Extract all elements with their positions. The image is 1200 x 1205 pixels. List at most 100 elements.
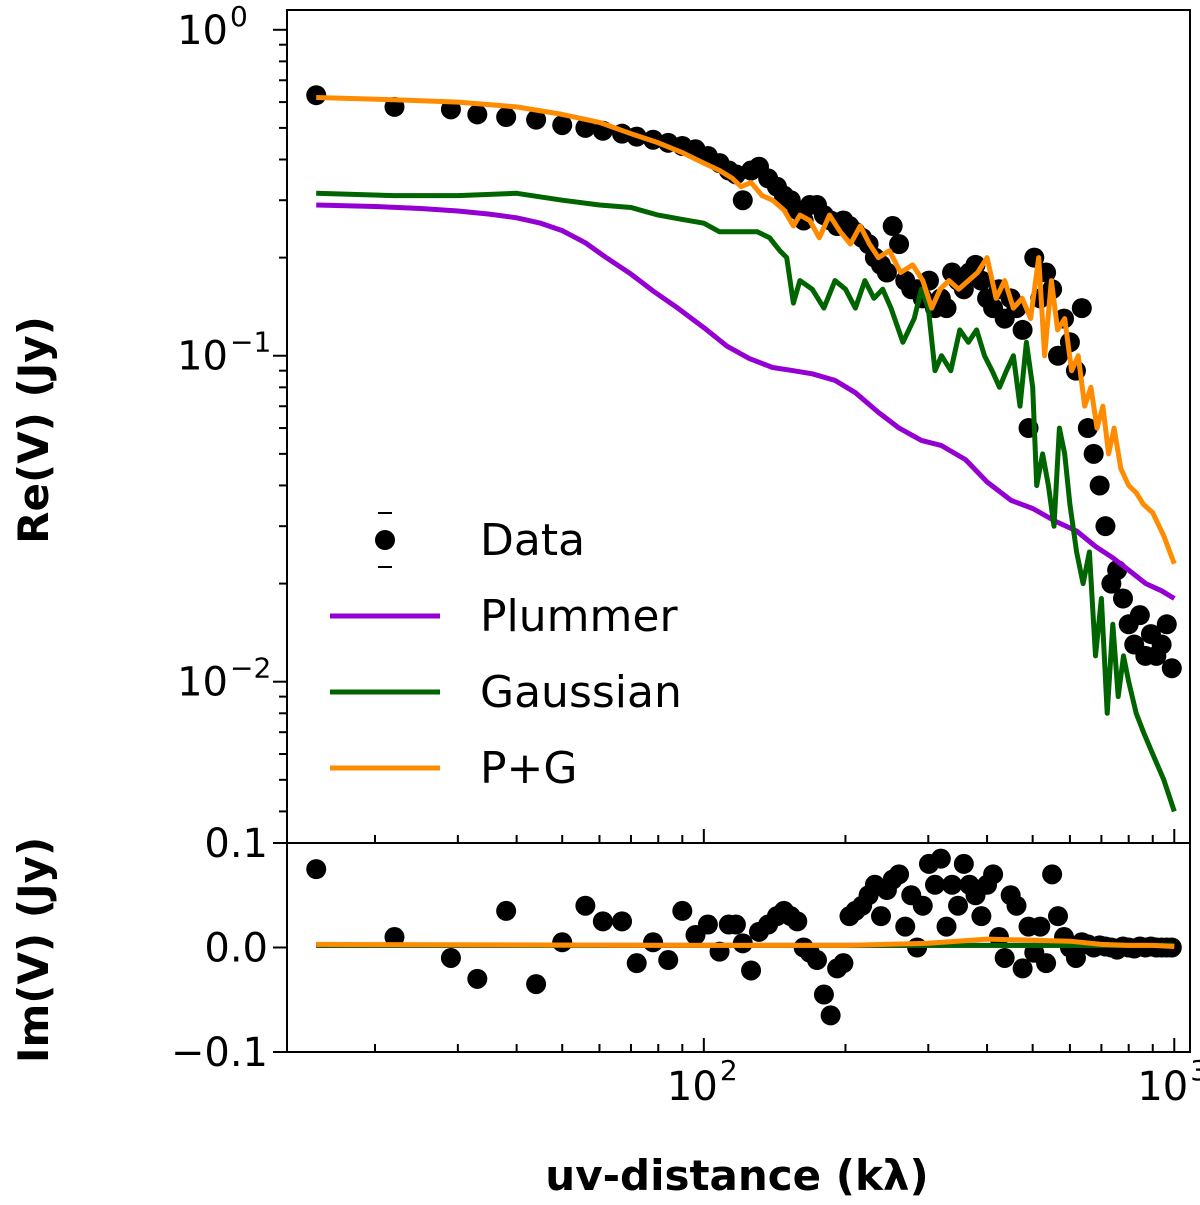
- data-point: [820, 1005, 841, 1026]
- data-point: [496, 900, 517, 921]
- data-point: [912, 895, 933, 916]
- data-point: [876, 262, 897, 283]
- data-point: [1161, 658, 1182, 679]
- gaussian-line: [316, 190, 1177, 813]
- x-tick-exponent: 2: [720, 1054, 738, 1087]
- data-point: [697, 914, 718, 935]
- y-tick-label: −0.1: [171, 1030, 268, 1076]
- legend: Data Plummer Gaussian P+G: [330, 512, 682, 794]
- data-point: [732, 190, 753, 211]
- data-point: [526, 974, 547, 995]
- data-point: [936, 916, 957, 937]
- x-tick-label: 102: [667, 1054, 738, 1110]
- data-point: [924, 874, 945, 895]
- x-axis-label: uv-distance (kλ): [545, 1151, 928, 1200]
- axis-titles: Re(V) (Jy) Im(V) (Jy) uv-distance (kλ): [9, 316, 929, 1200]
- data-point: [833, 953, 854, 974]
- y-tick-label: 100: [177, 0, 248, 54]
- data-point: [807, 950, 828, 971]
- data-point: [552, 115, 573, 136]
- imag-plot-area: [306, 848, 1182, 1026]
- re-y-axis-label: Re(V) (Jy): [9, 316, 58, 544]
- data-point: [942, 874, 963, 895]
- data-point: [725, 914, 746, 935]
- data-point: [953, 279, 974, 300]
- data-point: [575, 895, 596, 916]
- data-point: [813, 984, 834, 1005]
- data-point: [1151, 634, 1172, 655]
- data-point: [889, 864, 910, 885]
- data-point: [1083, 443, 1104, 464]
- data-point: [953, 853, 974, 874]
- data-point: [626, 953, 647, 974]
- data-point: [870, 906, 891, 927]
- data-point: [496, 107, 517, 128]
- data-point: [971, 906, 992, 927]
- y-tick-exponent: 0: [230, 0, 248, 33]
- data-point: [643, 932, 664, 953]
- data-point: [658, 950, 679, 971]
- data-point: [526, 109, 547, 130]
- data-point: [936, 298, 957, 319]
- legend-label: Gaussian: [480, 667, 682, 718]
- real-axes-frame: [286, 9, 1191, 844]
- data-point: [948, 895, 969, 916]
- legend-label: P+G: [480, 743, 578, 794]
- plummer-line: [316, 202, 1176, 601]
- legend-label: Data: [480, 515, 585, 566]
- y-tick-base: 10: [177, 8, 228, 54]
- data-point: [994, 947, 1015, 968]
- data-point: [741, 960, 762, 981]
- data-point: [1047, 345, 1068, 366]
- y-tick-base: 10: [177, 660, 228, 706]
- data-point: [889, 234, 910, 255]
- y-tick-label: 10−1: [177, 326, 271, 380]
- data-point: [1065, 947, 1086, 968]
- data-point: [1012, 958, 1033, 979]
- data-point: [467, 104, 488, 125]
- data-point: [1077, 418, 1098, 439]
- data-point: [612, 911, 633, 932]
- data-point: [895, 916, 916, 937]
- data-point: [1156, 614, 1177, 635]
- data-point: [592, 911, 613, 932]
- data-point: [787, 911, 808, 932]
- data-point: [672, 900, 693, 921]
- data-point: [1071, 298, 1092, 319]
- data-point: [306, 85, 327, 106]
- data-point: [1030, 916, 1051, 937]
- data-point: [882, 216, 903, 237]
- data-point: [1006, 895, 1027, 916]
- imag-axes-frame: [286, 842, 1191, 1053]
- im-y-axis-label: Im(V) (Jy): [9, 837, 58, 1063]
- data-point: [930, 848, 951, 869]
- y-tick-label: 10−2: [177, 652, 271, 706]
- data-point: [1012, 319, 1033, 340]
- data-point: [983, 864, 1004, 885]
- data-point: [467, 968, 488, 989]
- data-point: [384, 927, 405, 948]
- y-tick-base: 10: [177, 334, 228, 380]
- data-point: [306, 859, 327, 880]
- y-tick-label: 0.0: [204, 926, 268, 972]
- data-point: [1112, 588, 1133, 609]
- data-point: [1095, 516, 1116, 537]
- data-point: [1089, 475, 1110, 496]
- data-point: [1047, 906, 1068, 927]
- y-tick-exponent: −2: [230, 652, 271, 685]
- x-tick-base: 10: [667, 1064, 718, 1110]
- legend-data-marker: [375, 530, 395, 550]
- p-g-line: [316, 95, 1177, 565]
- x-tick-base: 10: [1137, 1064, 1188, 1110]
- data-point: [1036, 953, 1057, 974]
- data-point: [552, 932, 573, 953]
- x-tick-exponent: 3: [1190, 1054, 1200, 1087]
- real-plot-area: [306, 85, 1182, 813]
- data-point: [440, 947, 461, 968]
- data-point: [1129, 605, 1150, 626]
- y-tick-exponent: −1: [230, 326, 271, 359]
- legend-label: Plummer: [480, 591, 678, 642]
